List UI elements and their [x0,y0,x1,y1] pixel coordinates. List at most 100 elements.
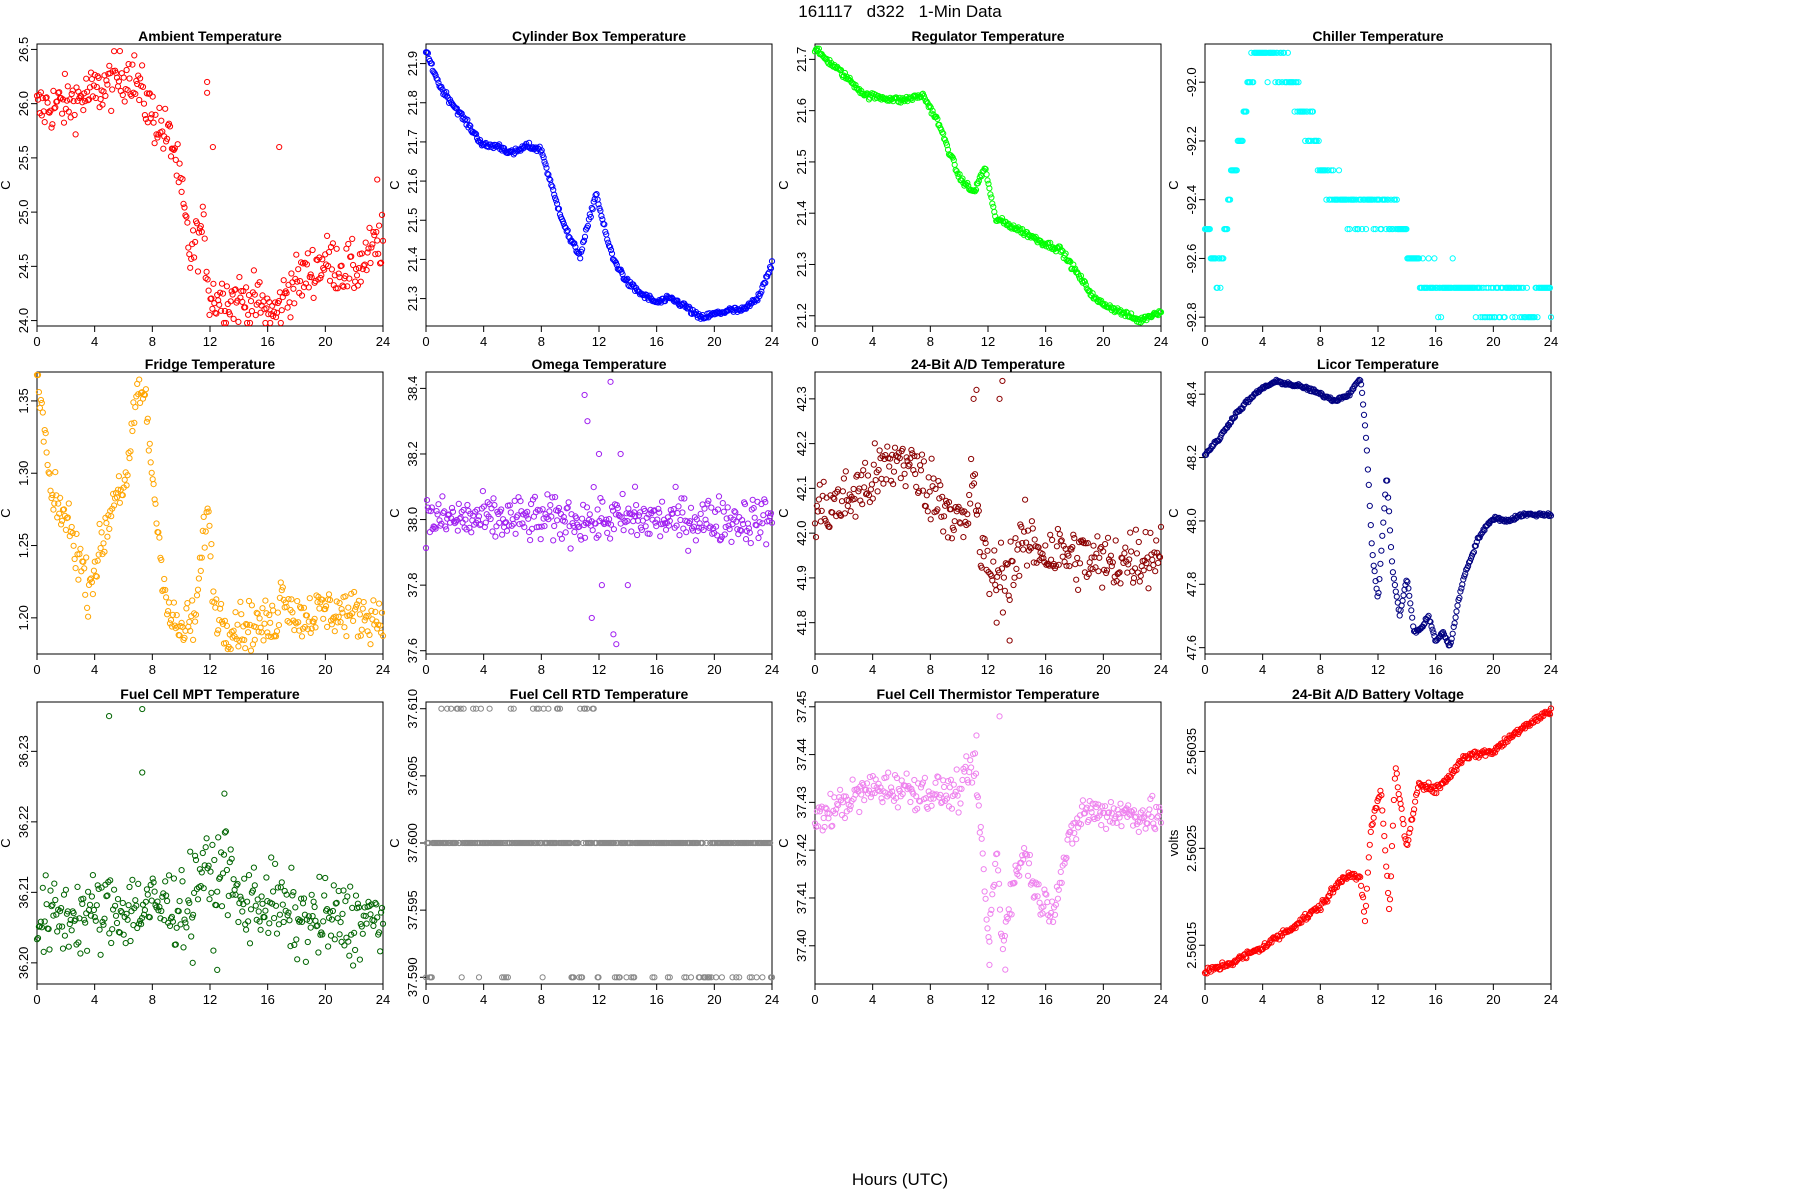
data-point [167,617,175,624]
data-point [152,500,159,507]
data-point [975,178,982,185]
data-point [71,555,78,563]
data-points [33,705,387,974]
y-tick-label: 21.9 [405,51,420,76]
data-point [999,946,1007,953]
data-point [992,860,999,868]
y-tick-label: 1.35 [16,388,31,413]
data-point [1392,765,1399,772]
data-point [624,582,631,589]
data-point [196,554,203,561]
data-point [294,956,301,963]
data-point [1358,196,1365,203]
x-tick-label: 4 [91,334,98,349]
data-point [311,615,318,622]
data-point [310,898,317,905]
data-point [184,219,191,226]
data-point [1002,966,1009,973]
data-point [93,573,100,580]
data-point [59,110,66,117]
data-point [349,610,356,617]
y-axis-label: C [387,508,402,517]
plot-frame [36,371,384,655]
data-point [311,903,318,911]
data-point [1346,226,1353,233]
data-point [60,119,68,126]
data-point [558,535,566,542]
data-point [106,525,113,533]
data-point [348,253,355,260]
data-point [187,264,194,271]
data-point [1388,843,1396,850]
data-point [1020,546,1027,553]
panel-title: Regulator Temperature [912,28,1065,44]
data-point [209,841,216,849]
data-point [245,918,252,925]
data-point [230,627,237,634]
data-point [149,476,156,483]
data-point [1058,247,1065,254]
data-point [205,287,212,294]
data-point [213,310,220,317]
y-axis-label: C [776,508,791,517]
data-point [464,501,471,509]
data-point [1152,568,1159,575]
data-point [1022,496,1029,503]
data-point [1408,607,1415,614]
data-point [1425,255,1432,262]
data-point [309,246,316,254]
data-points [1201,705,1555,977]
panel-title: 24-Bit A/D Temperature [911,356,1065,372]
plot-frame [1204,371,1552,655]
data-point [291,300,298,307]
data-point [235,918,242,926]
data-point [220,319,228,327]
x-tick-label: 12 [592,992,606,1007]
data-point [1387,873,1395,880]
data-point [1280,49,1288,56]
data-point [63,97,71,104]
data-point [295,619,302,626]
data-point [48,494,55,502]
data-point [302,280,309,287]
data-point [1352,226,1359,233]
data-point [377,260,384,267]
data-point [360,599,367,606]
data-point [180,944,187,951]
data-point [1233,167,1240,174]
x-tick-label: 8 [149,662,156,677]
data-point [274,609,281,616]
data-point [97,96,104,103]
data-point [602,228,609,235]
data-point [289,609,296,616]
data-point [315,949,322,956]
x-tick-label: 4 [869,662,876,677]
data-point [1059,553,1066,560]
data-point [251,882,258,889]
data-point [328,266,335,273]
data-point [1407,600,1414,607]
data-point [540,154,547,161]
data-point [1383,226,1390,233]
data-point [967,500,974,507]
data-point [288,864,295,871]
data-point [241,875,248,882]
data-point [292,619,299,626]
data-point [47,887,54,894]
data-point [579,515,586,522]
data-point [1149,556,1156,564]
data-point [242,645,249,652]
data-point [1379,807,1386,814]
data-point [91,71,98,79]
data-point [89,591,97,598]
data-point [339,609,346,616]
data-point [85,888,92,895]
data-point [719,500,726,507]
data-point [959,175,966,182]
data-point [489,528,496,535]
data-point [116,48,124,55]
data-point [747,540,754,547]
data-point [239,298,246,305]
data-point [206,311,213,318]
